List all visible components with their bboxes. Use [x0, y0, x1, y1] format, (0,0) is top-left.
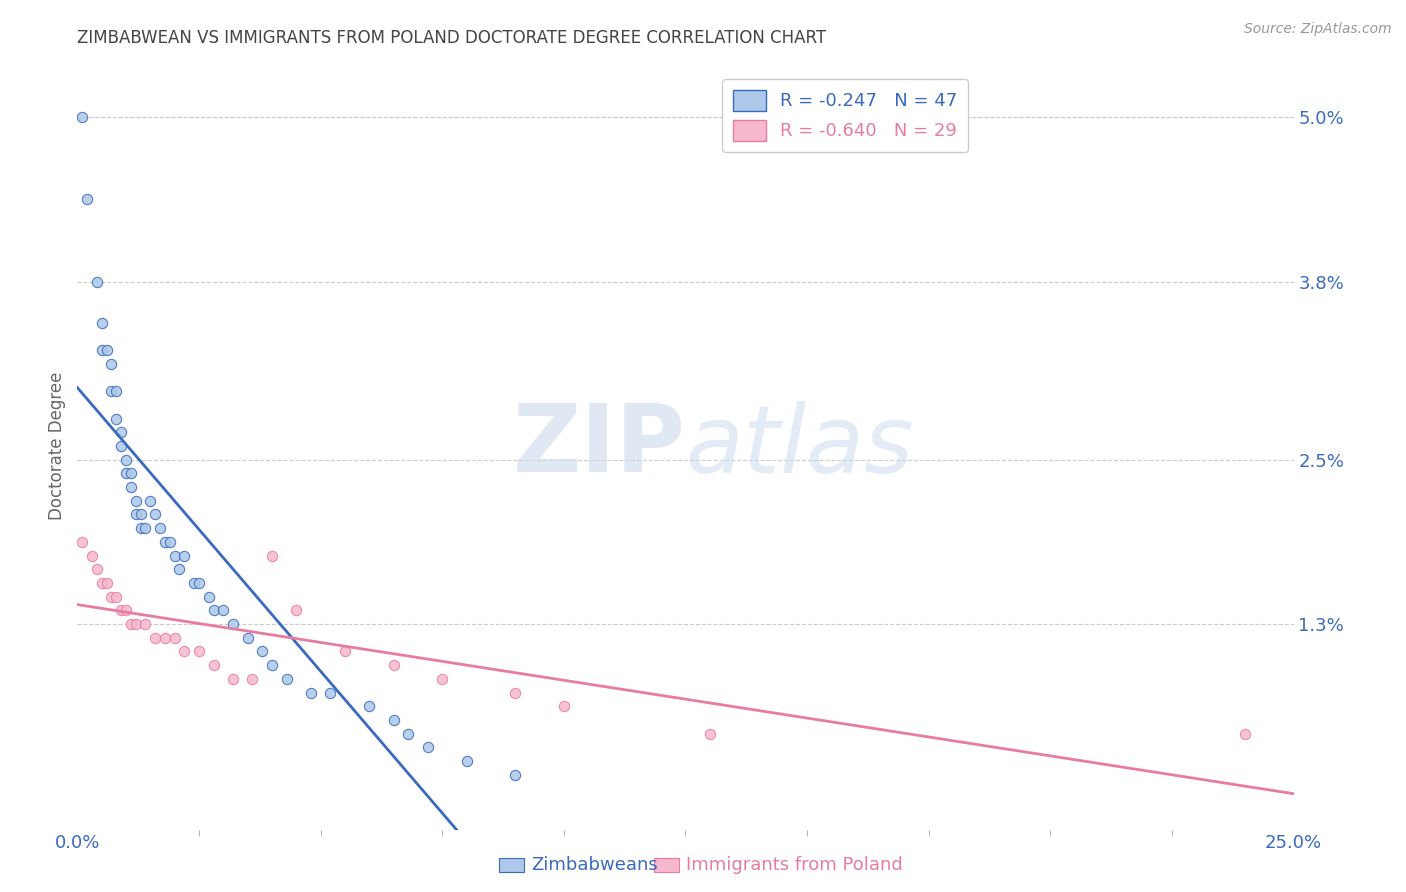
Point [202, 603, 225, 617]
Point [86, 275, 108, 289]
Point [197, 590, 219, 604]
Point [699, 726, 721, 740]
Point [153, 631, 176, 645]
Point [105, 411, 128, 425]
Point [125, 493, 148, 508]
Point [276, 672, 298, 686]
Point [70, 534, 93, 549]
Point [430, 672, 453, 686]
Point [503, 768, 526, 782]
Point [125, 617, 148, 632]
Point [396, 726, 419, 740]
Text: Zimbabweans: Zimbabweans [531, 856, 658, 874]
Point [299, 685, 322, 699]
Point [120, 467, 142, 481]
Point [159, 534, 181, 549]
Text: atlas: atlas [686, 401, 914, 491]
Point [416, 740, 439, 755]
Point [359, 699, 381, 714]
Point [260, 549, 283, 563]
Point [260, 658, 283, 673]
Point [139, 493, 162, 508]
Point [222, 617, 245, 632]
Point [382, 713, 405, 727]
Text: Immigrants from Poland: Immigrants from Poland [686, 856, 903, 874]
Point [143, 631, 166, 645]
Point [134, 521, 156, 535]
Text: ZIMBABWEAN VS IMMIGRANTS FROM POLAND DOCTORATE DEGREE CORRELATION CHART: ZIMBABWEAN VS IMMIGRANTS FROM POLAND DOC… [77, 29, 827, 47]
Point [105, 384, 128, 399]
Text: Source: ZipAtlas.com: Source: ZipAtlas.com [1244, 22, 1392, 37]
Point [100, 384, 122, 399]
Point [503, 685, 526, 699]
Point [110, 425, 132, 440]
Point [188, 644, 211, 658]
Point [250, 644, 273, 658]
Legend: R = -0.247   N = 47, R = -0.640   N = 29: R = -0.247 N = 47, R = -0.640 N = 29 [723, 79, 969, 152]
Point [120, 617, 142, 632]
Point [115, 467, 138, 481]
Point [202, 658, 225, 673]
Point [553, 699, 575, 714]
Point [1233, 726, 1256, 740]
Point [96, 343, 118, 357]
Point [70, 110, 93, 124]
Point [382, 658, 405, 673]
Point [319, 685, 342, 699]
Point [96, 576, 118, 591]
Text: ZIP: ZIP [513, 400, 686, 492]
Point [134, 617, 156, 632]
Point [236, 631, 259, 645]
Point [80, 549, 103, 563]
Point [120, 480, 142, 494]
Point [76, 193, 98, 207]
Point [188, 576, 211, 591]
Point [173, 549, 195, 563]
Point [242, 672, 264, 686]
Point [115, 603, 138, 617]
Point [90, 343, 112, 357]
Point [153, 534, 176, 549]
Point [100, 357, 122, 371]
Y-axis label: Doctorate Degree: Doctorate Degree [48, 372, 66, 520]
Point [183, 576, 205, 591]
Point [222, 672, 245, 686]
Point [456, 754, 478, 768]
Point [173, 644, 195, 658]
Point [90, 316, 112, 330]
Point [143, 508, 166, 522]
Point [90, 576, 112, 591]
Point [105, 590, 128, 604]
Point [285, 603, 308, 617]
Point [169, 562, 191, 576]
Point [115, 452, 138, 467]
Point [333, 644, 356, 658]
Point [129, 508, 152, 522]
Point [100, 590, 122, 604]
Point [125, 508, 148, 522]
Point [212, 603, 235, 617]
Point [149, 521, 172, 535]
Point [110, 603, 132, 617]
Point [110, 439, 132, 453]
Point [86, 562, 108, 576]
Point [129, 521, 152, 535]
Point [163, 549, 186, 563]
Point [163, 631, 186, 645]
